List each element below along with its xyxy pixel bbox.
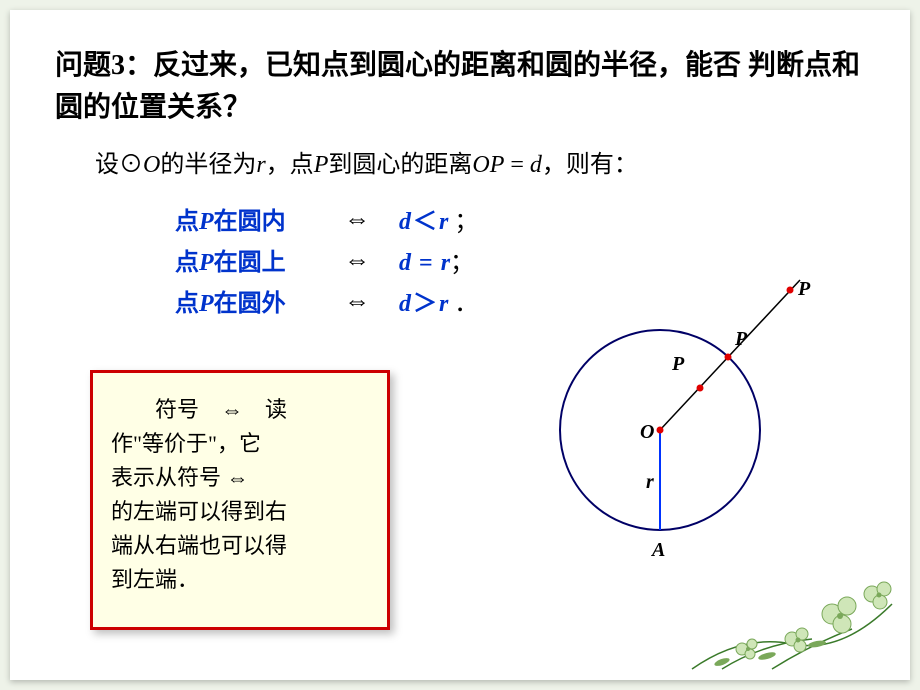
t-p2: 的半径为 [160,152,256,178]
c0-punct: ； [448,209,478,235]
t-eq: = [504,152,530,178]
c1-punct: ； [450,250,474,276]
c1-rhs: r [441,250,450,276]
c1-pre: 点 [175,250,199,276]
c0-post: 在圆内 [214,209,286,235]
c2-pre: 点 [175,291,199,317]
c2-expr: d＞r ． [399,283,478,318]
cond-outside-label: 点P在圆外 [175,283,315,318]
t-d: d [530,152,542,178]
note-l5: 端从右端也可以得 [111,533,287,558]
note-box: 符号 ⇔ 读 作"等价于"，它 表示从符号 ⇔ 的左端可以得到右 端从右端也可以… [90,370,390,630]
slide: 问题3：反过来，已知点到圆心的距离和圆的半径，能否 判断点和圆的位置关系？ 设⊙… [10,10,910,680]
c1-lhs: d [399,250,411,276]
c1-expr: d = r； [399,242,474,277]
label-P-on: P [734,328,748,350]
c2-rhs: r [439,291,448,317]
note-l3a: 表示从符号 [111,465,227,490]
c1-post: 在圆上 [214,250,286,276]
circle-diagram: O r A P P P [500,260,860,600]
cond-on-label: 点P在圆上 [175,242,315,277]
center-dot [657,427,664,434]
label-O: O [640,421,654,443]
note-l1a: 符号 [111,397,221,422]
c0-expr: d＜r ； [399,201,478,236]
t-P: P [314,152,329,178]
label-P-inner: P [671,353,685,375]
c1-P: P [199,250,214,276]
label-r: r [646,471,654,493]
c2-post: 在圆外 [214,291,286,317]
c2-rel: ＞ [411,291,439,317]
cond-inside: 点P在圆内 ⇔ d＜r ； [175,201,865,236]
t-p5: ，则有： [542,152,638,178]
c1-rel: = [411,250,441,276]
c0-lhs: d [399,209,411,235]
iff-icon: ⇔ [337,245,377,275]
cond-inside-label: 点P在圆内 [175,201,315,236]
p-outer-dot [787,287,794,294]
c0-P: P [199,209,214,235]
p-inner-dot [697,385,704,392]
c2-punct: ． [448,291,478,317]
c2-lhs: d [399,291,411,317]
note-l2: 作"等价于"，它 [111,431,261,456]
note-l4: 的左端可以得到右 [111,499,287,524]
premise-text: 设⊙O的半径为r，点P到圆心的距离OP = d，则有： [95,147,865,183]
c0-rhs: r [439,209,448,235]
note-l1b: 读 [243,397,287,422]
t-p4: 到圆心的距离 [328,152,472,178]
t-p3: ，点 [266,152,314,178]
t-r: r [256,152,265,178]
iff-icon: ⇔ [227,465,249,490]
t-OP: OP [472,152,504,178]
iff-icon: ⇔ [221,397,243,422]
t-p1: 设⊙ [95,152,143,178]
label-P-outer: P [797,278,811,300]
note-l6: 到左端． [111,567,199,592]
label-A: A [650,539,665,561]
c0-rel: ＜ [411,209,439,235]
c2-P: P [199,291,214,317]
iff-icon: ⇔ [337,286,377,316]
question-title: 问题3：反过来，已知点到圆心的距离和圆的半径，能否 判断点和圆的位置关系？ [55,45,865,129]
p-on-dot [725,354,732,361]
t-O: O [143,152,160,178]
c0-pre: 点 [175,209,199,235]
iff-icon: ⇔ [337,204,377,234]
